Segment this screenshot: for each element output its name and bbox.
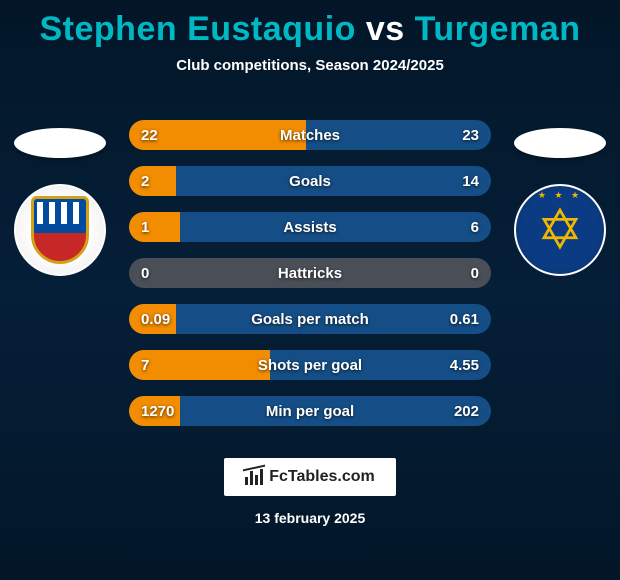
stat-row: Hattricks0 0 <box>129 258 491 288</box>
stat-label: Matches <box>129 120 491 150</box>
left-club-crest-icon <box>14 184 106 276</box>
stat-row: Goals per match0.09 0.61 <box>129 304 491 334</box>
content-area: ★ ★ ★ ✡ Matches22 23 Goals2 14 Assists1 6 Hatt… <box>0 108 620 426</box>
right-flag-icon <box>514 128 606 158</box>
stat-value-right: 202 <box>442 396 491 426</box>
stat-value-left: 2 <box>129 166 161 196</box>
stat-row: Min per goal1270202 <box>129 396 491 426</box>
right-badge-column: ★ ★ ★ ✡ <box>510 128 610 276</box>
stat-value-left: 0.09 <box>129 304 182 334</box>
brand-badge: FcTables.com <box>224 458 396 496</box>
footer: FcTables.com 13 february 2025 <box>0 458 620 526</box>
stat-label: Hattricks <box>129 258 491 288</box>
comparison-bars: Matches22 23 Goals2 14 Assists1 6 Hattricks0 0 G… <box>129 120 491 426</box>
stat-label: Assists <box>129 212 491 242</box>
stat-label: Goals per match <box>129 304 491 334</box>
comparison-title: Stephen Eustaquio vs Turgeman <box>0 0 620 49</box>
chart-icon <box>245 469 263 485</box>
stat-value-left: 7 <box>129 350 161 380</box>
stat-value-left: 1270 <box>129 396 186 426</box>
left-badge-column <box>10 128 110 276</box>
stat-value-left: 22 <box>129 120 170 150</box>
subtitle: Club competitions, Season 2024/2025 <box>0 57 620 74</box>
stat-label: Shots per goal <box>129 350 491 380</box>
title-vs: vs <box>366 10 405 48</box>
stat-row: Shots per goal7 4.55 <box>129 350 491 380</box>
stat-value-right: 0 <box>459 258 491 288</box>
stat-value-left: 0 <box>129 258 161 288</box>
player2-name: Turgeman <box>415 10 581 48</box>
stat-value-right: 0.61 <box>438 304 491 334</box>
stat-value-right: 6 <box>459 212 491 242</box>
stat-value-right: 23 <box>450 120 491 150</box>
stat-value-left: 1 <box>129 212 161 242</box>
left-flag-icon <box>14 128 106 158</box>
date-text: 13 february 2025 <box>255 510 366 526</box>
stat-value-right: 4.55 <box>438 350 491 380</box>
stat-row: Assists1 6 <box>129 212 491 242</box>
player1-name: Stephen Eustaquio <box>40 10 356 48</box>
right-club-crest-icon: ★ ★ ★ ✡ <box>514 184 606 276</box>
brand-text: FcTables.com <box>269 468 375 486</box>
stat-row: Goals2 14 <box>129 166 491 196</box>
stat-label: Goals <box>129 166 491 196</box>
stat-row: Matches22 23 <box>129 120 491 150</box>
stat-value-right: 14 <box>450 166 491 196</box>
